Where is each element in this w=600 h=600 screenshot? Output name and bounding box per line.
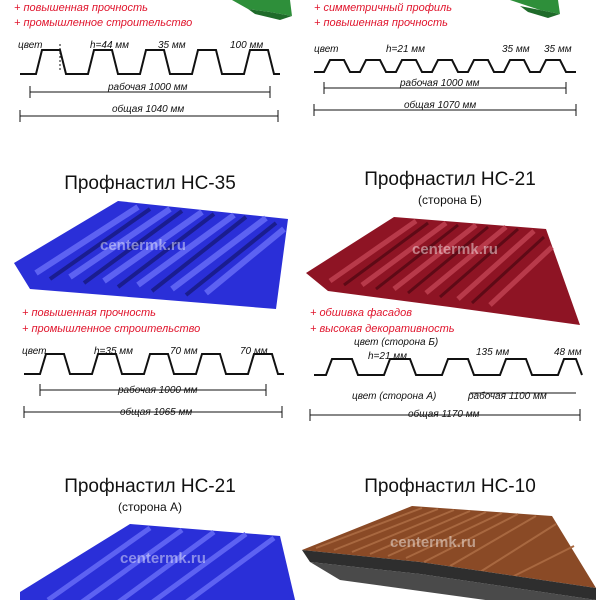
feature-item: + симметричный профиль [314, 2, 453, 14]
label-working-width: рабочая 1100 мм [468, 391, 547, 402]
watermark: centermk.ru [390, 534, 476, 551]
watermark: centermk.ru [120, 550, 206, 567]
label-color: цвет [314, 44, 339, 55]
product-title: Профнастил НС-21 [364, 169, 536, 190]
label-dim-b: 70 мм [240, 346, 268, 357]
profile-diagram-hc44 [19, 44, 280, 122]
brown-sheet-image [302, 506, 596, 600]
feature-item: + промышленное строительство [22, 323, 201, 335]
label-dim-a: 35 мм [158, 40, 186, 51]
product-card-hc10: Профнастил НС-10 centermk.ru [300, 470, 600, 600]
label-color: цвет [22, 346, 47, 357]
label-dim-a: 135 мм [476, 347, 510, 358]
label-total-width: общая 1070 мм [404, 100, 477, 111]
profile-diagram-hc21-side-b [309, 358, 583, 421]
label-dim-a: 70 мм [170, 346, 198, 357]
label-dim-a: 35 мм [502, 44, 530, 55]
label-working-width: рабочая 1000 мм [108, 82, 188, 93]
feature-item: + повышенная прочность [14, 2, 148, 14]
label-total-width: общая 1040 мм [112, 104, 185, 115]
product-card-top-right: + симметричный профиль + повышенная прочно… [300, 0, 600, 200]
label-color-side-a: цвет (сторона А) [352, 391, 437, 402]
label-total-width: общая 1065 мм [120, 407, 193, 418]
label-color-side-b: цвет (сторона Б) [354, 337, 439, 348]
product-card-hc35: Профнастил НС-35 centermk.ru + повышенная… [0, 165, 300, 445]
feature-item: + высокая декоративность [310, 323, 455, 335]
label-height: h=44 мм [90, 40, 130, 51]
product-subtitle: (сторона А) [117, 500, 182, 514]
product-title: Профнастил НС-10 [364, 476, 536, 497]
product-subtitle: (сторона Б) [418, 193, 482, 207]
red-sheet-image [306, 217, 580, 325]
feature-item: + промышленное строительство [14, 17, 193, 29]
label-working-width: рабочая 1000 мм [400, 78, 480, 89]
label-dim-b: 48 мм [554, 347, 582, 358]
label-height: h=21 мм [368, 351, 408, 362]
product-card-hc21-side-a: Профнастил НС-21 (сторона А) centermk.ru [0, 470, 300, 600]
feature-item: + повышенная прочность [314, 17, 448, 29]
profile-diagram-hc35 [23, 353, 284, 418]
label-working-width: рабочая 1000 мм [118, 385, 198, 396]
green-sheet-fragment [510, 0, 560, 18]
label-color: цвет [18, 40, 43, 51]
profile-diagram-hc21 [313, 59, 577, 116]
label-dim-b: 100 мм [230, 40, 264, 51]
blue-sheet-image [20, 524, 296, 600]
green-sheet-fragment [232, 0, 292, 20]
label-dim-b: 35 мм [544, 44, 572, 55]
feature-item: + повышенная прочность [22, 307, 156, 319]
label-total-width: общая 1170 мм [408, 409, 480, 420]
product-card-hc21-side-b: Профнастил НС-21 (сторона Б) centermk.ru… [300, 165, 600, 445]
product-card-top-left: + повышенная прочность + промышленное стро… [0, 0, 300, 200]
feature-item: + обшивка фасадов [310, 307, 412, 319]
label-height: h=21 мм [386, 44, 426, 55]
watermark: centermk.ru [412, 241, 498, 258]
product-title: Профнастил НС-21 [64, 476, 236, 497]
blue-sheet-image [14, 201, 288, 309]
product-title: Профнастил НС-35 [64, 173, 236, 194]
label-height: h=35 мм [94, 346, 134, 357]
watermark: centermk.ru [100, 237, 186, 254]
